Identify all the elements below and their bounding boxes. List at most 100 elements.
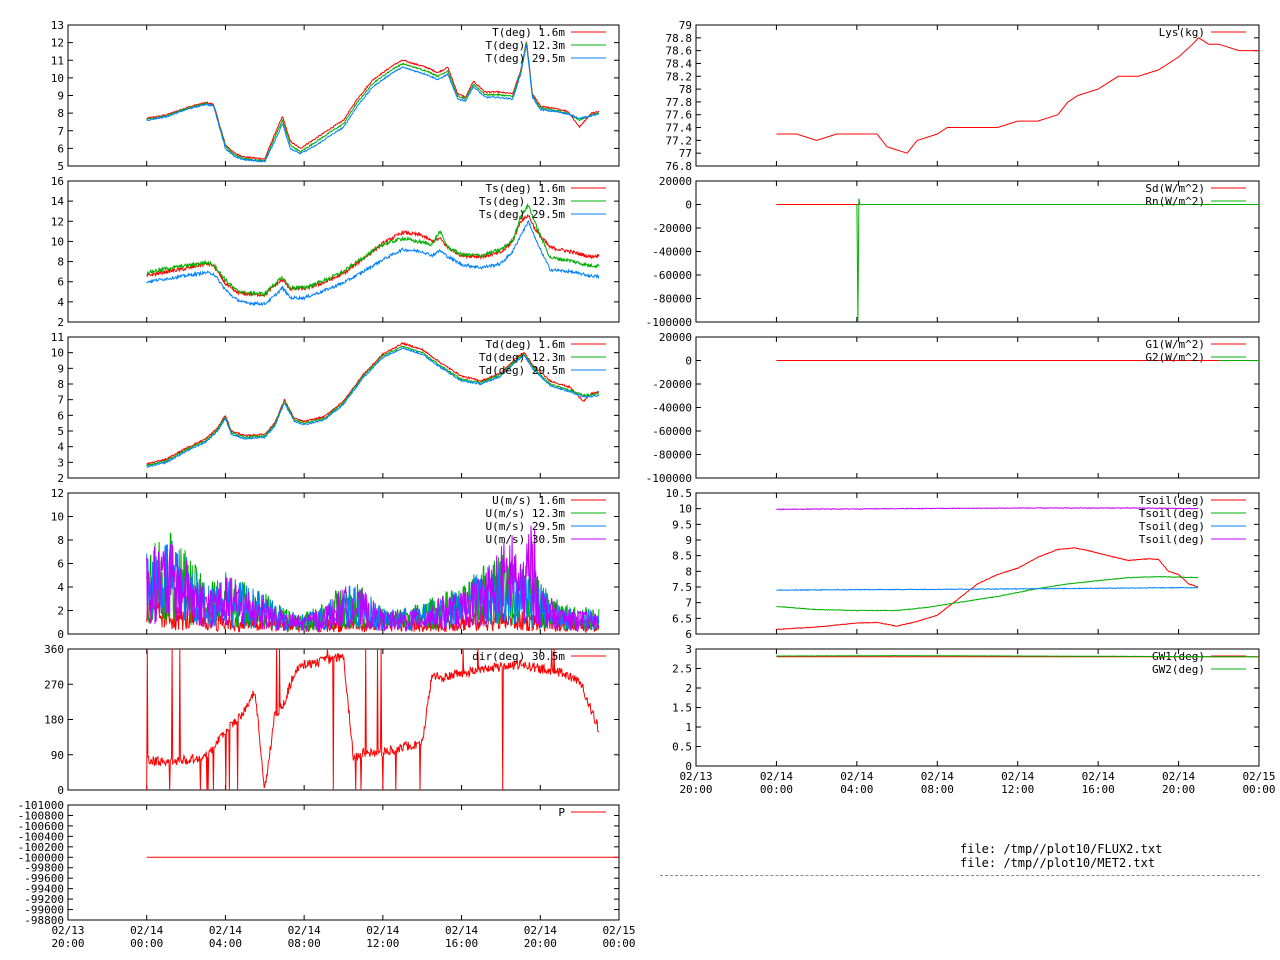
series-line-lys-0 <box>776 37 1259 154</box>
series-line-tdew-2 <box>146 346 599 468</box>
y-tick-label: 12 <box>51 215 64 228</box>
series-line-tdew-0 <box>146 341 600 466</box>
y-tick-label: 2 <box>57 605 64 618</box>
y-tick-label: 2 <box>57 472 64 485</box>
chart-panel-temp: 5 6 7 8 9 10 11 12 13 T(deg) 1.6mT(deg) 12.3mT(de… <box>51 19 620 173</box>
chart-panel-press: -101000-100800-100600-100400-100200-1000… <box>18 799 636 950</box>
y-tick-label: -100200 <box>18 841 64 854</box>
chart-panel-tsoil: 66.577.588.599.51010.5Tsoil(deg)Tsoil(de… <box>666 487 1260 641</box>
plot-frame <box>67 336 620 479</box>
legend-label: Ts(deg) 29.5m <box>479 208 565 221</box>
y-tick-label: 0 <box>685 199 692 212</box>
legend-label: Tsoil(deg) <box>1139 520 1205 533</box>
y-tick-label: -99600 <box>24 872 64 885</box>
x-tick-label-date: 02/14 <box>445 924 478 937</box>
x-tick-label-date: 02/15 <box>602 924 635 937</box>
y-tick-label: 20000 <box>659 331 692 344</box>
chart-panel-rad: -100000 -80000 -60000 -40000 -20000 0 20000 Sd(… <box>646 175 1260 329</box>
y-tick-label: -60000 <box>652 425 692 438</box>
y-tick-label: 13 <box>51 19 64 32</box>
y-tick-label: 77.8 <box>666 96 693 109</box>
legend-label: U(m/s) 1.6m <box>492 494 565 507</box>
y-tick-label: -40000 <box>652 402 692 415</box>
y-tick-label: 10 <box>51 72 64 85</box>
plot-frame <box>695 24 1260 167</box>
y-tick-label: 8 <box>57 534 64 547</box>
x-tick-label-time: 12:00 <box>366 937 399 950</box>
y-tick-label: -100000 <box>646 472 692 485</box>
y-tick-label: 10 <box>51 347 64 360</box>
y-tick-label: 5 <box>57 425 64 438</box>
x-tick-label-date: 02/14 <box>130 924 163 937</box>
y-tick-label: -60000 <box>652 269 692 282</box>
x-tick-label-time: 08:00 <box>288 937 321 950</box>
x-tick-label-date: 02/14 <box>760 770 793 783</box>
y-tick-label: -100000 <box>18 851 64 864</box>
legend-label: Ts(deg) 1.6m <box>486 182 566 195</box>
y-tick-label: 77 <box>679 147 692 160</box>
y-tick-label: 78.2 <box>666 70 693 83</box>
y-tick-label: 20000 <box>659 175 692 188</box>
y-tick-label: 4 <box>57 441 64 454</box>
y-tick-label: 4 <box>57 581 64 594</box>
y-tick-label: 7.5 <box>672 581 692 594</box>
y-tick-label: -20000 <box>652 222 692 235</box>
y-tick-label: 76.8 <box>666 160 693 173</box>
separator-line <box>660 875 1260 876</box>
y-tick-label: 77.4 <box>666 122 693 135</box>
y-tick-label: 7 <box>685 597 692 610</box>
legend-label: Sd(W/m^2) <box>1145 182 1205 195</box>
x-tick-label-date: 02/13 <box>51 924 84 937</box>
y-tick-label: 9 <box>685 534 692 547</box>
x-tick-label-date: 02/14 <box>366 924 399 937</box>
y-tick-label: 2 <box>685 682 692 695</box>
y-tick-label: -98800 <box>24 914 64 927</box>
y-tick-label: 6 <box>57 409 64 422</box>
y-tick-label: 6 <box>57 558 64 571</box>
y-tick-label: 11 <box>51 54 64 67</box>
legend-label: Tsoil(deg) <box>1139 507 1205 520</box>
y-tick-label: 2.5 <box>672 663 692 676</box>
series-line-rad-1 <box>856 198 1259 322</box>
y-tick-label: 6 <box>57 276 64 289</box>
y-tick-label: -100000 <box>646 316 692 329</box>
x-tick-label-date: 02/14 <box>209 924 242 937</box>
y-tick-label: 6.5 <box>672 612 692 625</box>
y-tick-label: 78 <box>679 83 692 96</box>
plot-frame <box>67 804 620 921</box>
x-tick-label-date: 02/14 <box>921 770 954 783</box>
y-tick-label: 7 <box>57 125 64 138</box>
y-tick-label: 10.5 <box>666 487 693 500</box>
series-line-temp-2 <box>146 44 600 163</box>
x-tick-label-time: 20:00 <box>1162 783 1195 796</box>
legend-label: U(m/s) 29.5m <box>486 520 566 533</box>
x-tick-label-time: 00:00 <box>602 937 635 950</box>
legend-label: Td(deg) 1.6m <box>486 338 566 351</box>
y-tick-label: 9.5 <box>672 518 692 531</box>
plot-frame <box>67 180 620 323</box>
series-line-tsurf-1 <box>146 202 600 297</box>
series-line-tsoil-3 <box>776 507 1199 511</box>
y-tick-label: 16 <box>51 175 64 188</box>
y-tick-label: 7 <box>57 394 64 407</box>
y-tick-label: -100400 <box>18 830 64 843</box>
legend-label: T(deg) 1.6m <box>492 26 565 39</box>
x-tick-label-date: 02/15 <box>1242 770 1275 783</box>
legend-label: U(m/s) 12.3m <box>486 507 566 520</box>
x-tick-label-date: 02/14 <box>524 924 557 937</box>
legend-label: Rn(W/m^2) <box>1145 195 1205 208</box>
y-tick-label: -80000 <box>652 293 692 306</box>
x-tick-label-date: 02/14 <box>1162 770 1195 783</box>
legend-label: G2(W/m^2) <box>1145 351 1205 364</box>
y-tick-label: 270 <box>44 678 64 691</box>
y-tick-label: -100600 <box>18 820 64 833</box>
y-tick-label: 180 <box>44 714 64 727</box>
y-tick-label: 0 <box>57 628 64 641</box>
legend-label: Td(deg) 29.5m <box>479 364 565 377</box>
x-tick-label-time: 20:00 <box>679 783 712 796</box>
y-tick-label: 0 <box>685 355 692 368</box>
y-tick-label: 78.8 <box>666 32 693 45</box>
x-tick-label-time: 00:00 <box>760 783 793 796</box>
plot-frame <box>67 648 620 791</box>
